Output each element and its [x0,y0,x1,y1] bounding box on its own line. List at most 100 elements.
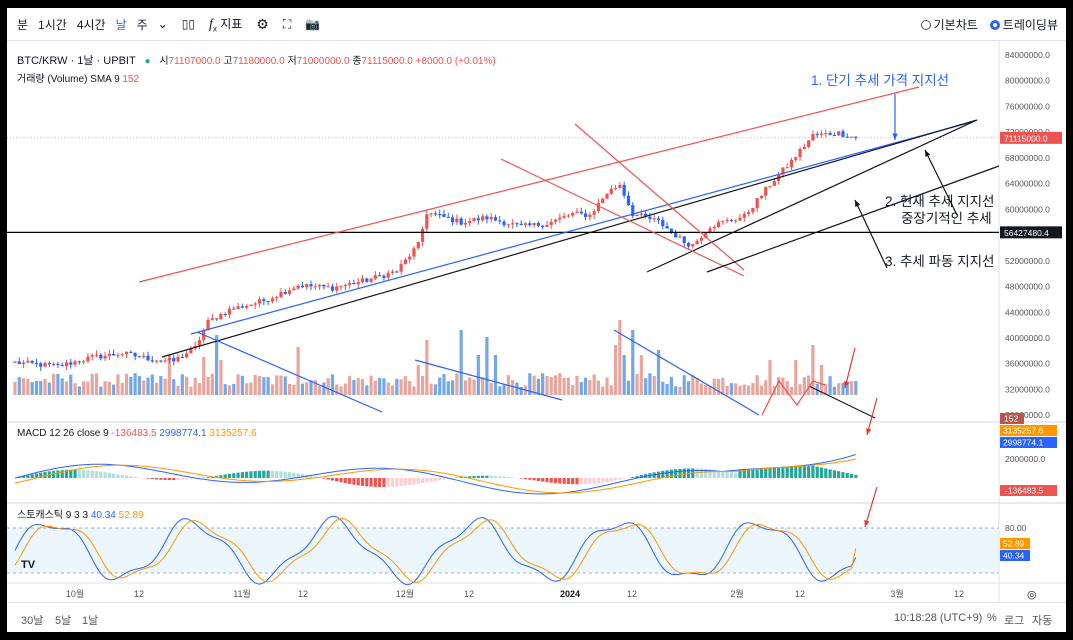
volume-bar [262,377,266,395]
volume-bar [639,355,643,395]
macd-hist-bar [56,470,60,478]
macd-hist-bar [262,470,266,478]
price-tick-label: 36000000.0 [1005,359,1050,369]
chart-style-basic[interactable]: 기본차트 [920,16,978,33]
clock: 10:18:28 (UTC+9) [894,612,983,624]
volume-bar [279,375,283,395]
macd-hist-bar [609,478,613,482]
interval-week[interactable]: 주 [136,17,148,32]
fx-icon: f [208,16,213,32]
candle-body [674,231,678,238]
candle-body [746,212,751,214]
interval-minute[interactable]: 분 [17,17,29,32]
candle-body [798,148,802,158]
candle-body [120,354,124,356]
range-30d[interactable]: 30날 [21,615,44,627]
auto-toggle[interactable]: 자동 [1032,615,1053,627]
macd-hist-bar [781,466,785,478]
volume-bar [459,330,463,395]
candle-body [837,131,841,136]
macd-hist-bar [339,478,343,483]
chart-canvas[interactable]: 84000000.080000000.076000000.072000000.0… [7,40,1066,602]
chevron-down-icon[interactable]: ⌄ [157,17,168,31]
last-price-badge [1000,131,1062,144]
macd-legend: MACD 12 26 close 9 -136483.5 2998774.1 3… [17,428,257,439]
stoch-tick-label: 80.00 [1005,523,1027,533]
gear-icon[interactable]: ⚙ [256,15,269,32]
candle-body [489,217,493,220]
macd-hist-bar [69,469,73,478]
volume-bar [77,386,81,395]
volume-bar [596,380,601,395]
candle-body [433,213,438,215]
macd-hist-bar [601,478,605,483]
candle-body [828,133,832,136]
volume-bar [90,373,94,395]
volume-bar [566,377,571,395]
candle-body [639,213,643,215]
interval-day[interactable]: 날 [115,17,127,32]
candle-body [352,283,356,285]
indicators-button[interactable]: fx 지표 [208,16,243,34]
macd-hist-bar [669,469,673,478]
candle-body [849,136,854,138]
price-tick-label: 80000000.0 [1005,76,1050,86]
percent-toggle[interactable]: % [987,612,997,624]
candle-body [498,220,502,222]
toolbar: 분 1시간 4시간 날 주 ⌄ ▯▯ fx 지표 ⚙ ⛶ 📷 기본차트 트레이딩… [7,8,1066,41]
candle-body [287,290,292,294]
fullscreen-icon[interactable]: ⛶ [282,16,292,31]
volume-bar [558,373,562,395]
candle-body [652,218,656,220]
blue-volume-downtrend [414,359,563,401]
candle-body [712,227,716,229]
macd-hist-bar [330,478,335,481]
stoch-k-line [14,515,857,585]
volume-bar [120,382,124,395]
candle-body [553,219,558,222]
candle-type-icon[interactable]: ▯▯ [181,17,195,31]
candle-body [626,195,631,205]
candle-body [77,361,81,363]
candle-body [682,236,686,244]
volume-bar [622,355,626,395]
volume-bar [395,378,399,395]
macd-hist-bar [360,478,365,486]
chart-style-tradingview[interactable]: 트레이딩뷰 [989,16,1058,33]
candle-body [103,355,107,359]
interval-1h[interactable]: 1시간 [38,17,67,32]
volume-bar [605,377,609,395]
arrow-short-term-head [892,133,898,140]
macd-hist-bar [528,478,532,480]
range-1d[interactable]: 1날 [82,615,99,627]
candle-body [292,288,296,291]
volume-bar [322,382,326,395]
log-toggle[interactable]: 로그 [1004,615,1025,627]
candle-body [768,185,772,187]
volume-bar [472,379,476,395]
range-5d[interactable]: 5날 [55,615,72,627]
macd-hist-bar [459,477,463,478]
macd-hist-bar [849,473,854,478]
candle-body [476,218,480,221]
volume-bar [180,374,184,395]
volume-bar [515,382,519,395]
volume-bar [755,375,759,395]
macd-hist-bar [558,478,562,484]
macd-hist-bar [789,466,794,478]
volume-bar [326,378,330,395]
macd-hist-bar [309,475,313,478]
candle-body [832,135,836,137]
volume-bar [56,373,60,395]
camera-icon[interactable]: 📷 [305,17,321,31]
red-arrow-macd-head [866,428,872,435]
volume-bar [729,383,734,395]
candle-body [485,216,489,220]
volume-bar [532,375,536,395]
price-tick-label: 52000000.0 [1005,256,1050,266]
macd-hist-bar [661,470,665,478]
interval-4h[interactable]: 4시간 [76,17,106,32]
candle-body [691,244,695,247]
volume-bar [167,355,172,395]
black-current-trend [646,119,978,273]
